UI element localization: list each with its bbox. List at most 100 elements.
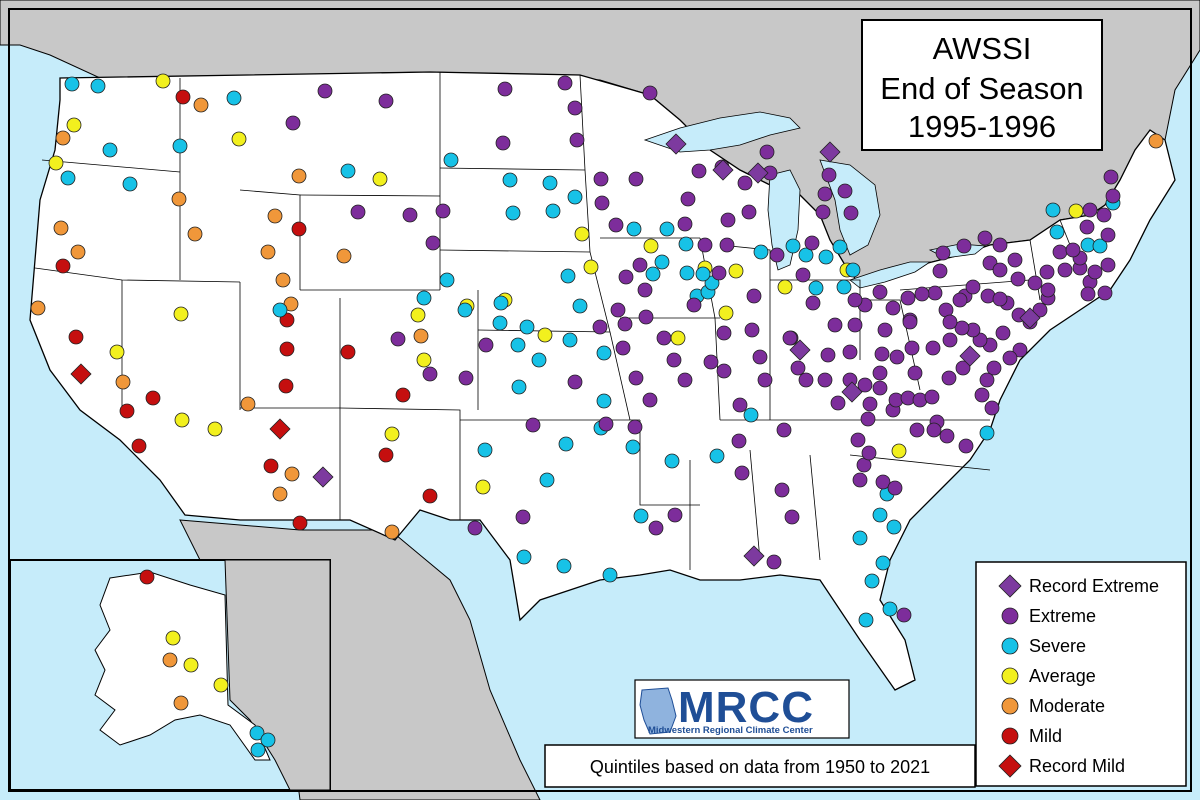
station-marker-severe [272, 302, 288, 318]
station-marker-severe [845, 262, 861, 278]
station-marker-extreme [847, 292, 863, 308]
station-marker-severe [709, 448, 725, 464]
station-marker-extreme [1052, 244, 1068, 260]
station-marker-severe [477, 442, 493, 458]
station-marker-severe [596, 393, 612, 409]
station-marker-extreme [1001, 607, 1019, 625]
station-marker-extreme [817, 372, 833, 388]
station-marker-extreme [904, 340, 920, 356]
station-marker-extreme [656, 330, 672, 346]
legend-label-record-mild: Record Mild [1029, 756, 1125, 776]
station-marker-moderate [55, 130, 71, 146]
station-marker-extreme [1032, 302, 1048, 318]
station-marker-extreme [608, 217, 624, 233]
station-marker-extreme [1087, 264, 1103, 280]
station-marker-extreme [593, 171, 609, 187]
station-marker-severe [511, 379, 527, 395]
station-marker-extreme [1057, 262, 1073, 278]
station-marker-severe [531, 352, 547, 368]
station-marker-extreme [830, 395, 846, 411]
station-marker-average [475, 479, 491, 495]
station-marker-extreme [1002, 350, 1018, 366]
station-marker-mild [340, 344, 356, 360]
station-marker-severe [556, 558, 572, 574]
station-marker-severe [695, 266, 711, 282]
station-marker-extreme [887, 480, 903, 496]
station-marker-extreme [594, 195, 610, 211]
station-marker-mild [279, 341, 295, 357]
station-marker-severe [785, 238, 801, 254]
station-marker-mild [55, 258, 71, 274]
station-marker-severe [122, 176, 138, 192]
station-marker-moderate [267, 208, 283, 224]
station-marker-extreme [932, 263, 948, 279]
station-marker-extreme [1027, 275, 1043, 291]
station-marker-extreme [956, 238, 972, 254]
note-box: Quintiles based on data from 1950 to 202… [544, 744, 976, 788]
station-marker-extreme [909, 422, 925, 438]
station-marker-severe [90, 78, 106, 94]
station-marker-moderate [30, 300, 46, 316]
station-marker-extreme [1100, 227, 1116, 243]
station-marker-record-extreme [998, 574, 1022, 598]
station-marker-record-extreme [712, 159, 734, 181]
station-marker-extreme [784, 509, 800, 525]
station-marker-average [207, 421, 223, 437]
station-marker-severe [340, 163, 356, 179]
station-marker-severe [516, 549, 532, 565]
station-marker-extreme [837, 183, 853, 199]
station-marker-severe [416, 290, 432, 306]
station-marker-severe [852, 530, 868, 546]
station-marker-extreme [995, 325, 1011, 341]
station-marker-extreme [1010, 271, 1026, 287]
station-marker-extreme [458, 370, 474, 386]
station-marker-extreme [716, 325, 732, 341]
station-marker-extreme [1096, 207, 1112, 223]
legend-label-extreme: Extreme [1029, 606, 1096, 626]
station-marker-extreme [776, 422, 792, 438]
station-marker-extreme [1039, 264, 1055, 280]
station-marker-severe [443, 152, 459, 168]
station-marker-record-extreme [959, 345, 981, 367]
station-marker-extreme [317, 83, 333, 99]
station-marker-average [1001, 667, 1019, 685]
station-marker-extreme [942, 314, 958, 330]
station-marker-extreme [843, 205, 859, 221]
station-marker-extreme [390, 331, 406, 347]
station-marker-severe [645, 266, 661, 282]
station-marker-severe [875, 555, 891, 571]
station-marker-extreme [1100, 257, 1116, 273]
station-marker-extreme [1065, 242, 1081, 258]
station-marker-extreme [557, 75, 573, 91]
station-marker-moderate [187, 226, 203, 242]
station-marker-average [416, 352, 432, 368]
station-marker-severe [808, 280, 824, 296]
station-marker-extreme [820, 347, 836, 363]
station-marker-severe [539, 472, 555, 488]
station-marker-record-extreme [819, 141, 841, 163]
station-marker-severe [545, 203, 561, 219]
station-marker-severe [625, 439, 641, 455]
station-marker-severe [798, 247, 814, 263]
station-marker-moderate [173, 695, 189, 711]
station-marker-record-extreme [312, 466, 334, 488]
station-marker-extreme [744, 322, 760, 338]
station-marker-extreme [935, 245, 951, 261]
station-marker-moderate [272, 486, 288, 502]
station-marker-moderate [171, 191, 187, 207]
station-marker-extreme [628, 370, 644, 386]
station-marker-extreme [567, 374, 583, 390]
station-marker-extreme [686, 297, 702, 313]
station-marker-average [1068, 203, 1084, 219]
station-marker-moderate [53, 220, 69, 236]
station-marker-extreme [495, 135, 511, 151]
station-marker-average [174, 412, 190, 428]
station-marker-severe [659, 221, 675, 237]
title-line-1: AWSSI [933, 31, 1032, 66]
station-marker-extreme [642, 392, 658, 408]
map-border [8, 8, 1192, 792]
station-marker-extreme [907, 365, 923, 381]
station-marker-extreme [435, 203, 451, 219]
station-marker-severe [172, 138, 188, 154]
